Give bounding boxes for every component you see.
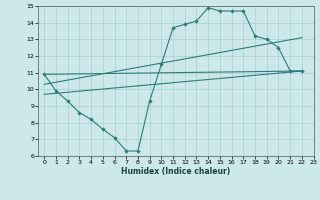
X-axis label: Humidex (Indice chaleur): Humidex (Indice chaleur) [121, 167, 231, 176]
